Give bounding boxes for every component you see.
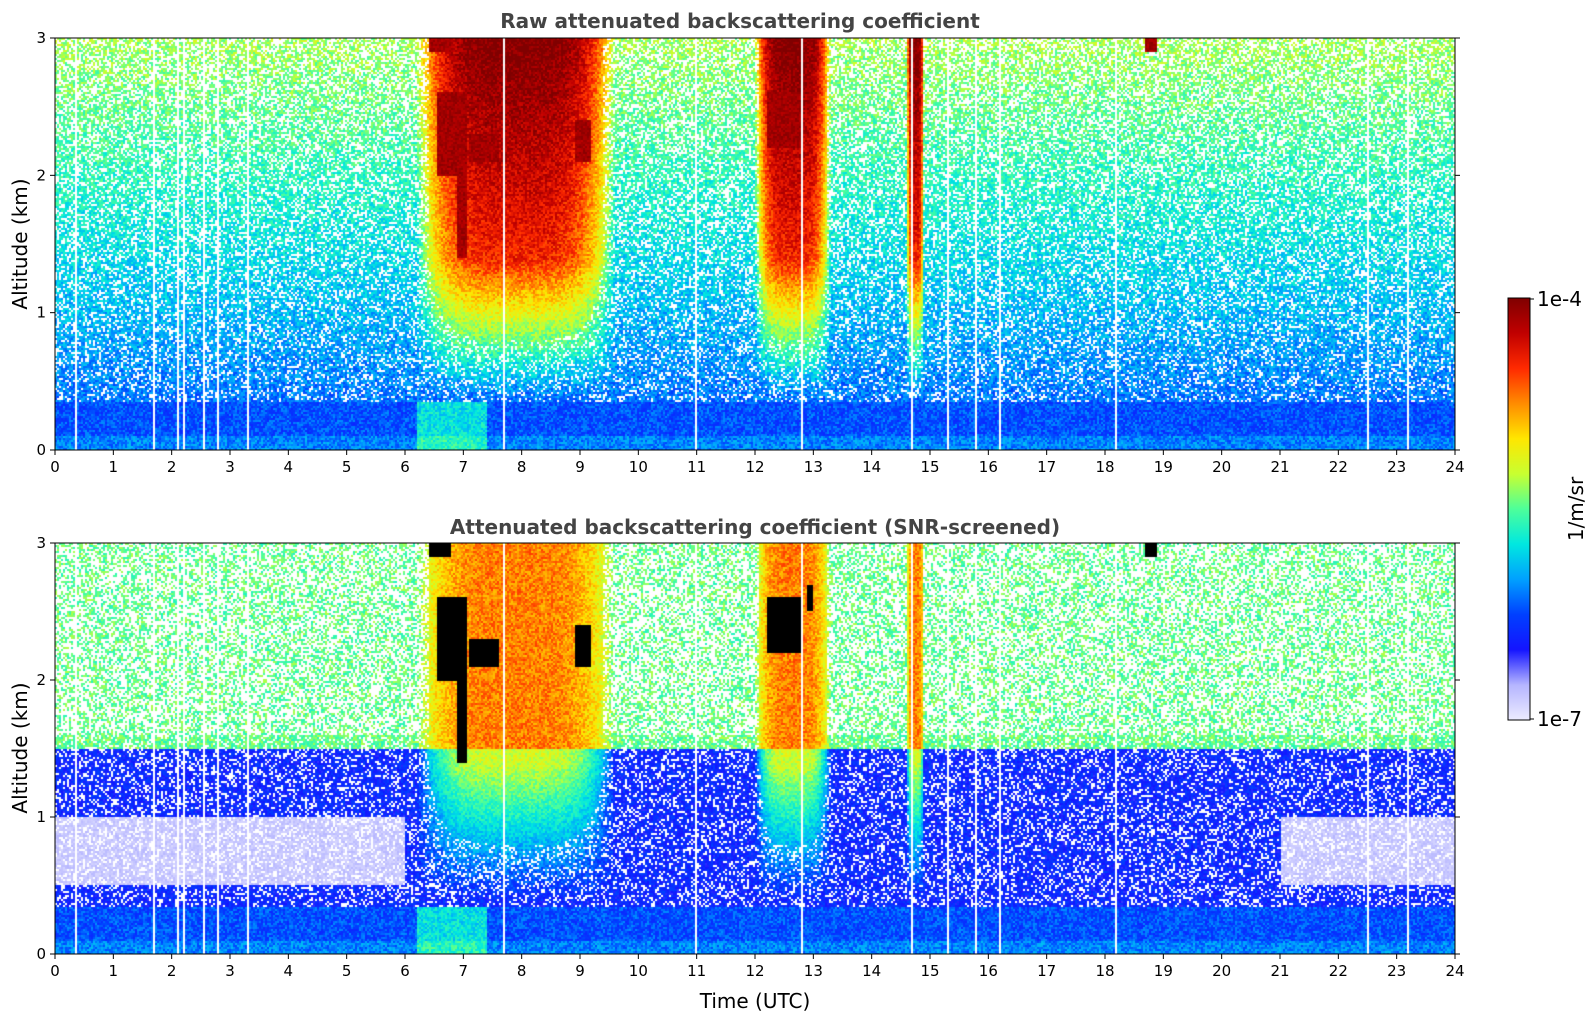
x-tick-label: 17 [1037,458,1056,476]
x-tick-label: 10 [629,962,648,980]
x-tick-label: 22 [1329,458,1348,476]
x-tick-label: 23 [1387,458,1406,476]
y-axis-label: Altitude (km) [8,178,32,309]
x-tick-label: 11 [687,458,706,476]
y-tick-label: 3 [36,29,46,47]
x-tick-label: 21 [1270,458,1289,476]
x-tick-label: 12 [745,458,764,476]
x-tick-label: 2 [167,962,177,980]
x-tick-label: 6 [400,962,410,980]
panel-raw: Raw attenuated backscattering coefficien… [8,9,1465,476]
x-tick-label: 15 [920,962,939,980]
x-tick-label: 14 [862,458,881,476]
y-tick-label: 2 [36,671,46,689]
x-tick-label: 16 [979,962,998,980]
colorbar-min-label: 1e-7 [1537,707,1582,731]
x-tick-label: 15 [920,458,939,476]
x-tick-label: 3 [225,962,235,980]
heatmap-raw [55,38,1455,450]
x-tick-label: 23 [1387,962,1406,980]
x-tick-label: 4 [284,458,294,476]
x-tick-label: 18 [1095,962,1114,980]
panel-title: Attenuated backscattering coefficient (S… [450,515,1060,539]
x-tick-label: 0 [50,458,60,476]
x-tick-label: 7 [459,458,469,476]
x-tick-label: 8 [517,458,527,476]
x-tick-label: 19 [1154,962,1173,980]
x-tick-label: 24 [1445,458,1464,476]
x-tick-label: 0 [50,962,60,980]
panel-title: Raw attenuated backscattering coefficien… [500,9,980,33]
x-tick-label: 7 [459,962,469,980]
colorbar-gradient [1507,297,1531,721]
y-tick-label: 3 [36,534,46,552]
x-tick-label: 10 [629,458,648,476]
panel-screened: Attenuated backscattering coefficient (S… [8,515,1465,1013]
y-tick-label: 1 [36,304,46,322]
x-tick-label: 22 [1329,962,1348,980]
y-tick-label: 1 [36,808,46,826]
x-tick-label: 13 [804,458,823,476]
x-axis-label: Time (UTC) [699,989,811,1013]
x-tick-label: 5 [342,962,352,980]
x-tick-label: 5 [342,458,352,476]
x-tick-label: 2 [167,458,177,476]
y-axis: 0 1 2 3 [36,534,1460,963]
x-tick-label: 24 [1445,962,1464,980]
x-tick-label: 8 [517,962,527,980]
colorbar-max-label: 1e-4 [1537,287,1582,311]
x-tick-label: 16 [979,458,998,476]
colorbar: 1e-4 1e-7 1/m/sr [1507,287,1588,731]
x-tick-label: 13 [804,962,823,980]
heatmap-screened [55,543,1455,954]
x-axis: 0 1 2 3 4 5 6 7 8 9 10 11 12 13 14 15 16 17 18 19 20 21 22 23 24 [50,954,1465,980]
x-tick-label: 21 [1270,962,1289,980]
x-tick-label: 9 [575,962,585,980]
x-axis: 0 1 2 3 4 5 6 7 8 9 10 11 12 13 14 15 16 17 18 19 20 21 22 23 24 [50,450,1465,476]
y-tick-label: 0 [36,441,46,459]
y-axis: 0 1 2 3 [36,29,1460,459]
x-tick-label: 14 [862,962,881,980]
y-tick-label: 0 [36,945,46,963]
x-tick-label: 9 [575,458,585,476]
x-tick-label: 18 [1095,458,1114,476]
x-tick-label: 11 [687,962,706,980]
x-tick-label: 20 [1212,458,1231,476]
x-tick-label: 4 [284,962,294,980]
x-tick-label: 20 [1212,962,1231,980]
x-tick-label: 1 [109,458,119,476]
y-tick-label: 2 [36,166,46,184]
colorbar-label: 1/m/sr [1564,476,1588,541]
y-axis-label: Altitude (km) [8,682,32,813]
x-tick-label: 19 [1154,458,1173,476]
x-tick-label: 1 [109,962,119,980]
x-tick-label: 6 [400,458,410,476]
x-tick-label: 12 [745,962,764,980]
x-tick-label: 17 [1037,962,1056,980]
x-tick-label: 3 [225,458,235,476]
